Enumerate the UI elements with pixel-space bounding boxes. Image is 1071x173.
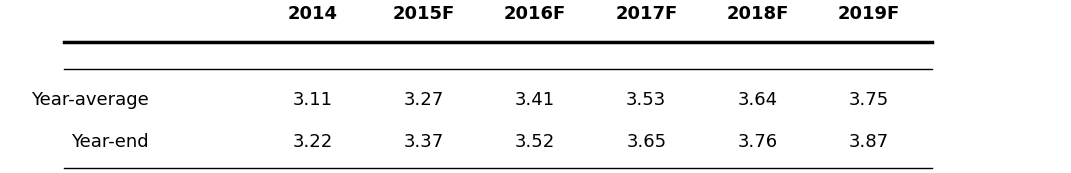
Text: 3.53: 3.53 xyxy=(627,91,666,110)
Text: 3.41: 3.41 xyxy=(515,91,555,110)
Text: Year-end: Year-end xyxy=(71,133,149,151)
Text: 3.22: 3.22 xyxy=(292,133,333,151)
Text: 2016F: 2016F xyxy=(504,5,567,23)
Text: 3.87: 3.87 xyxy=(848,133,889,151)
Text: 3.11: 3.11 xyxy=(292,91,333,110)
Text: 2015F: 2015F xyxy=(393,5,455,23)
Text: 2017F: 2017F xyxy=(615,5,677,23)
Text: 3.65: 3.65 xyxy=(627,133,666,151)
Text: 3.76: 3.76 xyxy=(737,133,778,151)
Text: 2014: 2014 xyxy=(288,5,337,23)
Text: 3.27: 3.27 xyxy=(404,91,444,110)
Text: 3.37: 3.37 xyxy=(404,133,444,151)
Text: 2018F: 2018F xyxy=(726,5,788,23)
Text: 2019F: 2019F xyxy=(838,5,900,23)
Text: 3.64: 3.64 xyxy=(737,91,778,110)
Text: Year-average: Year-average xyxy=(31,91,149,110)
Text: 3.52: 3.52 xyxy=(515,133,555,151)
Text: 3.75: 3.75 xyxy=(848,91,889,110)
